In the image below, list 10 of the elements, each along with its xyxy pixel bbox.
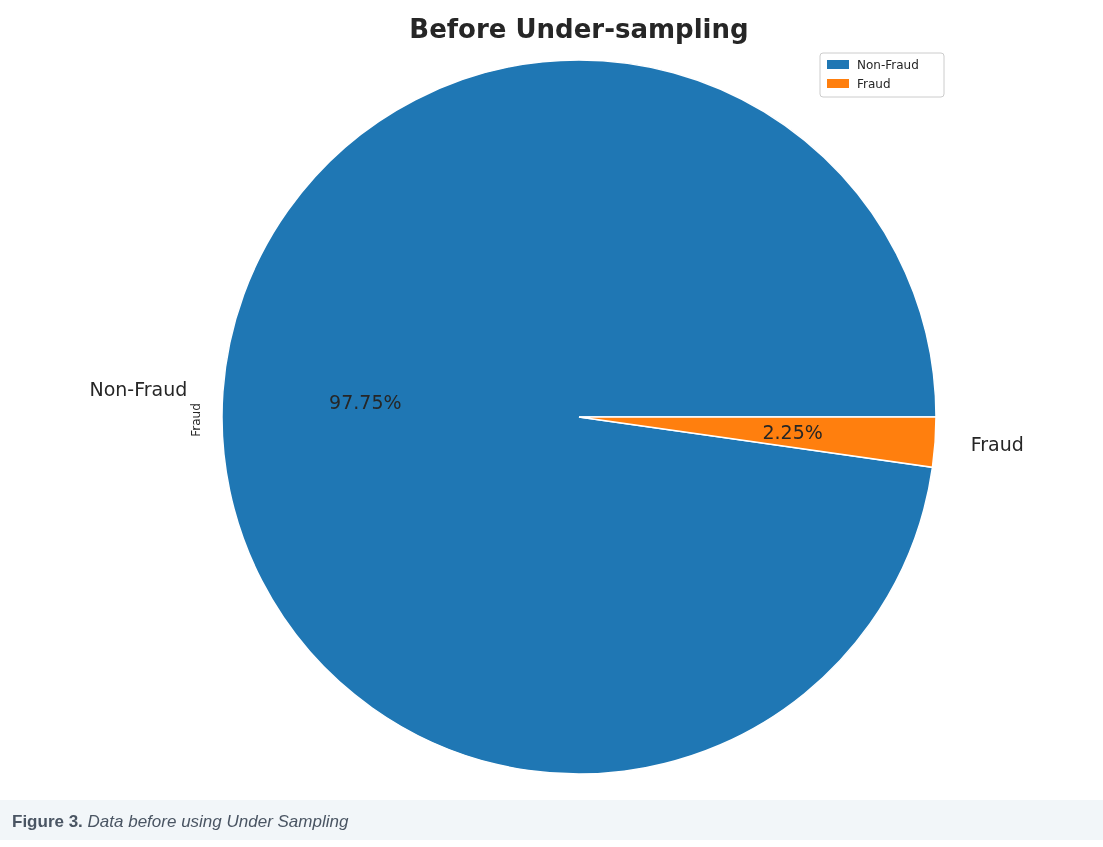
legend-label: Fraud: [857, 77, 891, 92]
text: Fraud: [189, 403, 203, 437]
data-label: 2.25%: [762, 420, 823, 443]
legend-label: Non-Fraud: [857, 58, 919, 73]
data-label: 97.75%: [329, 390, 402, 413]
caption: Figure 3. Data before using Under Sampling: [12, 811, 349, 831]
pie-slice: [221, 59, 937, 775]
slice-label: Fraud: [970, 433, 1024, 456]
chart-title: Before Under-sampling: [409, 14, 749, 44]
slice-label: Non-Fraud: [89, 377, 188, 400]
